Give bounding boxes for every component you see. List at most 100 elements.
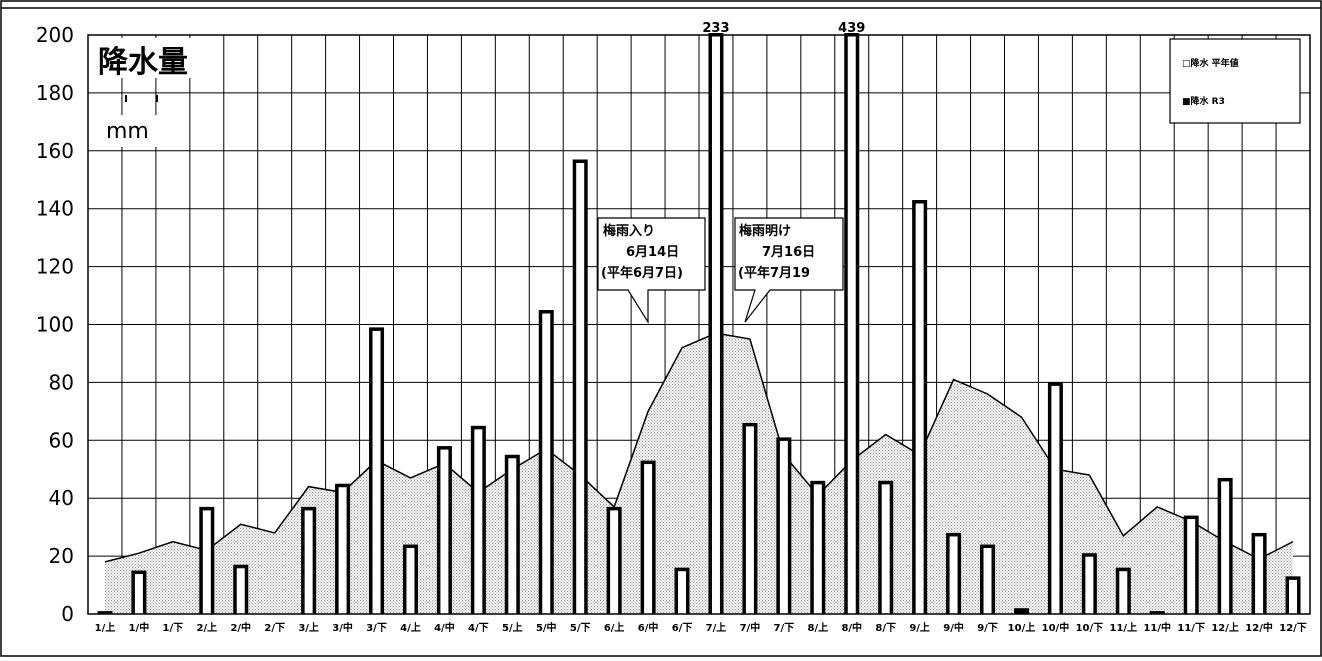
bar-r3 xyxy=(508,458,517,614)
y-tick-label: 20 xyxy=(49,544,74,568)
series-normal-area xyxy=(104,333,1294,614)
legend-box xyxy=(1169,38,1301,124)
chart-title: 降水量 xyxy=(98,45,188,80)
x-tick-label: 1/上 xyxy=(95,621,116,634)
x-tick-label: 4/上 xyxy=(400,621,421,634)
bar-r3 xyxy=(983,548,992,614)
bar-r3 xyxy=(1221,481,1230,614)
x-tick-label: 5/下 xyxy=(570,622,591,634)
x-tick-label: 2/下 xyxy=(264,622,285,634)
x-tick-label: 2/上 xyxy=(196,621,217,634)
x-tick-label: 6/上 xyxy=(604,621,625,634)
x-tick-label: 8/上 xyxy=(807,621,828,634)
legend-item-normal: □降水 平年値 xyxy=(1182,57,1239,69)
bar-r3 xyxy=(1255,536,1264,614)
y-tick-label: 160 xyxy=(36,139,74,163)
bar-r3 xyxy=(881,484,890,614)
x-tick-label: 12/中 xyxy=(1245,621,1273,634)
x-tick-label: 7/下 xyxy=(774,622,795,634)
callout-start-line-3: (平年6月7日) xyxy=(601,265,683,281)
bar-r3 xyxy=(1085,556,1094,614)
bar-r3 xyxy=(576,162,585,615)
bar-r3 xyxy=(745,426,754,614)
x-tick-label: 10/中 xyxy=(1042,621,1070,634)
x-tick-label: 8/中 xyxy=(841,621,862,634)
x-tick-label: 1/中 xyxy=(129,621,150,634)
x-tick-label: 7/中 xyxy=(740,621,761,634)
y-tick-label: 80 xyxy=(49,370,74,394)
y-tick-label: 0 xyxy=(61,602,74,626)
bar-r3 xyxy=(915,203,924,614)
callout-start-bubble xyxy=(597,217,706,325)
bar-r3 xyxy=(338,487,347,614)
y-unit-label: mm xyxy=(106,119,149,144)
y-tick-label: 180 xyxy=(36,81,74,105)
callout-start-line-2: 6月14日 xyxy=(626,245,679,260)
bar-r3 xyxy=(847,36,856,614)
bar-r3 xyxy=(134,574,143,614)
bar-r3 xyxy=(711,36,720,614)
bar-r3 xyxy=(304,510,313,614)
bar-r3 xyxy=(1289,579,1298,614)
callout-rainy-season-start: 梅雨入り 6月14日 (平年6月7日) xyxy=(597,217,706,325)
bar-r3-outline xyxy=(1149,611,1165,614)
legend-item-r3: ■降水 R3 xyxy=(1182,95,1225,107)
bar-r3-outline xyxy=(97,611,113,614)
x-tick-label: 1/下 xyxy=(163,622,184,634)
normal-area-layer xyxy=(104,332,1294,614)
x-tick-label: 5/上 xyxy=(502,621,523,634)
unit-bg xyxy=(103,115,163,147)
x-tick-label: 9/下 xyxy=(977,622,998,634)
x-tick-label: 11/下 xyxy=(1177,622,1205,634)
bar-r3 xyxy=(236,568,245,614)
bar-r3 xyxy=(949,536,958,614)
x-tick-label: 6/中 xyxy=(638,621,659,634)
x-tick-label: 11/上 xyxy=(1110,621,1138,634)
y-tick-label: 60 xyxy=(49,428,74,452)
x-tick-label: 3/下 xyxy=(366,622,387,634)
x-tick-label: 10/上 xyxy=(1008,621,1036,634)
bar-r3 xyxy=(474,429,483,614)
bar-overflow-label: 233 xyxy=(702,21,729,36)
bar-r3 xyxy=(440,449,449,614)
bar-r3 xyxy=(202,510,211,614)
callout-end-bubble xyxy=(734,217,844,323)
y-tick-label: 40 xyxy=(49,486,74,510)
x-tick-label: 2/中 xyxy=(230,621,251,634)
callout-end-line-1: 梅雨明け xyxy=(739,223,791,239)
x-tick-label: 11/中 xyxy=(1143,621,1171,634)
x-tick-label: 6/下 xyxy=(672,622,693,634)
bar-r3 xyxy=(1119,571,1128,614)
bar-r3 xyxy=(779,440,788,614)
title-box: 降水量 mm xyxy=(93,38,221,147)
y-tick-label: 100 xyxy=(36,313,74,337)
title-bg xyxy=(93,38,221,78)
callout-end-line-3: (平年7月19 xyxy=(738,265,810,281)
bar-r3 xyxy=(610,510,619,614)
callout-rainy-season-end: 梅雨明け 7月16日 (平年7月19 xyxy=(734,217,844,323)
x-tick-label: 5/中 xyxy=(536,621,557,634)
callout-end-line-2: 7月16日 xyxy=(762,245,815,260)
plot-border xyxy=(87,34,1311,615)
axis-layer: 0 20 40 60 80 100 120 140 160 180 200 1/上 1/中 1/下 2/上 2… xyxy=(36,23,1307,634)
x-tick-label: 7/上 xyxy=(706,621,727,634)
callout-start-line-1: 梅雨入り xyxy=(603,223,655,239)
x-tick-label: 12/上 xyxy=(1211,621,1239,634)
bar-r3 xyxy=(1051,385,1060,614)
bar-r3 xyxy=(372,330,381,614)
x-tick-label: 4/中 xyxy=(434,621,455,634)
bar-r3 xyxy=(406,548,415,614)
x-tick-label: 9/中 xyxy=(943,621,964,634)
bar-r3 xyxy=(678,571,687,614)
r3-bar-layer: 233 439 xyxy=(97,21,1301,615)
x-tick-label: 8/下 xyxy=(875,622,896,634)
x-tick-label: 9/上 xyxy=(909,621,930,634)
x-tick-label: 3/中 xyxy=(332,621,353,634)
bar-r3-outline xyxy=(1013,608,1029,614)
x-tick-label: 3/上 xyxy=(298,621,319,634)
bar-overflow-label: 439 xyxy=(838,21,865,36)
y-tick-label: 140 xyxy=(36,197,74,221)
